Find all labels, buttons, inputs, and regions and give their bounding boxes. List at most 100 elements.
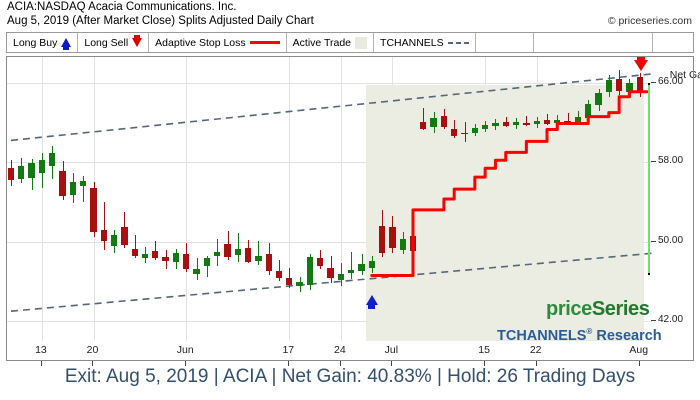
page-title: ACIA:NASDAQ Acacia Communications. Inc. <box>7 1 237 13</box>
x-axis-tick-mark <box>535 361 537 366</box>
tchannels-overlay <box>10 73 652 313</box>
y-axis-tick-label: 42.00 <box>658 314 684 326</box>
candle-wick <box>423 107 425 131</box>
candle-wick <box>155 240 157 260</box>
gridline-horizontal <box>7 241 652 243</box>
candlestick-body <box>512 121 520 125</box>
gridline-horizontal <box>7 82 652 84</box>
legend-spacer <box>476 33 534 52</box>
legend-label-long-buy: Long Buy <box>13 36 58 49</box>
legend-item-active-trade[interactable]: Active Trade <box>287 33 375 52</box>
x-axis-tick-mark <box>40 361 42 366</box>
candlestick-body <box>121 226 128 245</box>
gridline-vertical <box>41 57 43 341</box>
candlestick-body <box>141 253 149 258</box>
stop-loss-overlay <box>370 90 649 277</box>
candlestick-body <box>337 273 344 280</box>
candlestick-body <box>471 127 478 133</box>
candlestick-body <box>430 117 437 128</box>
legend-label-tchannels: TCHANNELS <box>380 36 444 49</box>
y-axis-tick-mark <box>651 320 656 322</box>
y-axis-tick-label: 50.00 <box>658 234 684 246</box>
y-axis-tick-label: 66.00 <box>658 75 684 87</box>
candlestick-body <box>481 124 489 129</box>
x-axis-tick-mark <box>391 361 393 366</box>
brand-series: Series <box>591 298 650 320</box>
dashed-line-icon <box>447 41 469 44</box>
candlestick-body <box>255 255 262 261</box>
long-buy-marker <box>365 295 378 310</box>
blue-up-arrow-icon <box>61 38 72 50</box>
candle-wick <box>237 232 239 262</box>
price-chart-plot[interactable]: Net Gain 40.83% <box>6 55 700 341</box>
y-axis-tick-label: 58.00 <box>658 155 684 167</box>
candle-wick <box>258 240 260 266</box>
candle-wick <box>83 176 85 202</box>
candlestick-body <box>286 278 293 286</box>
candle-wick <box>103 202 105 250</box>
legend-item-adaptive-stop-loss[interactable]: Adaptive Stop Loss <box>149 33 287 52</box>
x-axis-tick-label: 17 <box>282 344 295 356</box>
candlestick-body <box>348 269 355 273</box>
x-axis-tick-label: Jun <box>176 344 194 356</box>
candlestick-body <box>265 253 272 272</box>
legend-label-long-sell: Long Sell <box>84 36 129 49</box>
y-axis-tick-mark <box>651 240 656 242</box>
brand-tchannels: TCHANNELS <box>497 327 587 344</box>
candle-wick <box>134 234 136 259</box>
candlestick-body <box>296 282 303 287</box>
legend-item-long-sell[interactable]: Long Sell <box>78 33 150 52</box>
candlestick-body <box>152 250 159 258</box>
gridline-horizontal <box>7 321 652 323</box>
candle-wick <box>351 251 353 280</box>
candlestick-body <box>193 268 200 274</box>
priceseries-logo: priceSeries <box>546 298 650 321</box>
candlestick-body <box>605 79 612 92</box>
candlestick-body <box>244 247 252 262</box>
gray-swatch-icon <box>355 36 368 49</box>
candlestick-body <box>585 103 592 118</box>
candlestick-body <box>533 120 540 124</box>
candlestick-body <box>327 267 334 279</box>
chart-legend: Long Buy Long Sell Adaptive Stop Loss Ac… <box>6 32 694 53</box>
x-axis-tick-mark <box>484 361 486 366</box>
chart-header: ACIA:NASDAQ Acacia Communications. Inc. … <box>0 0 700 31</box>
x-axis-tick-label: 15 <box>478 344 490 356</box>
candlestick-body <box>100 229 107 241</box>
candlestick-body <box>69 182 76 195</box>
candlestick-body <box>368 260 375 268</box>
candlestick-body <box>214 251 221 256</box>
candlestick-body <box>131 248 138 256</box>
legend-spacer-3 <box>653 33 693 52</box>
candlestick-body <box>420 121 427 129</box>
candlestick-body <box>523 122 530 125</box>
candlestick-body <box>543 119 551 124</box>
candlestick-body <box>389 226 396 248</box>
legend-spacer-2 <box>534 33 653 52</box>
candle-wick <box>547 113 548 126</box>
x-axis-tick-label: 22 <box>529 344 542 356</box>
candlestick-body <box>595 92 602 105</box>
x-axis-tick-mark <box>339 361 341 366</box>
candlestick-body <box>224 243 231 257</box>
x-axis-tick-mark <box>185 361 187 366</box>
candlestick-body <box>110 234 118 246</box>
x-axis-tick-label: Jul <box>384 344 399 356</box>
legend-item-tchannels[interactable]: TCHANNELS <box>374 33 476 52</box>
x-axis-tick-mark <box>92 361 94 366</box>
candlestick-body <box>306 256 314 286</box>
candlestick-body <box>38 160 46 174</box>
adaptive-stop-loss-line <box>370 90 649 277</box>
candle-wick <box>289 267 291 289</box>
x-axis-tick-label: 20 <box>86 344 99 356</box>
candlestick-body <box>492 122 499 126</box>
candlestick-body <box>59 171 66 196</box>
candlestick-body <box>564 120 571 123</box>
candlestick-body <box>203 257 210 267</box>
candle-wick <box>279 259 280 282</box>
legend-item-long-buy[interactable]: Long Buy <box>7 33 79 52</box>
candlestick-body <box>28 163 35 179</box>
candle-wick <box>464 121 466 143</box>
candlestick-body <box>234 248 241 255</box>
long-sell-marker <box>633 55 648 71</box>
